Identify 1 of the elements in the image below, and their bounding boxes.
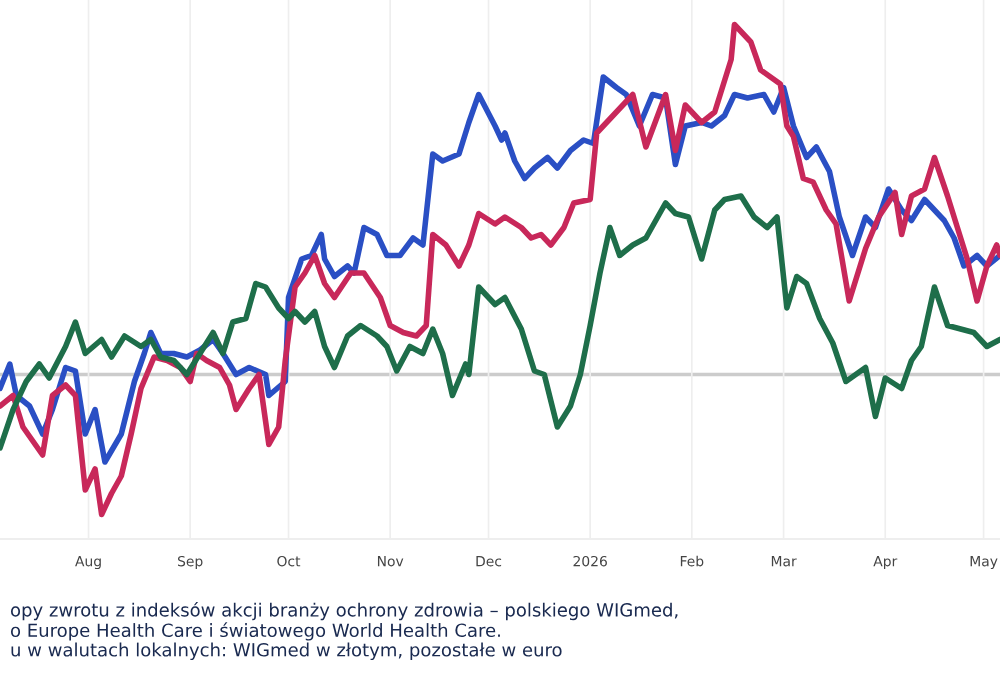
text: opy zwrotu z indeksów akcji branży ochrony zdrowia – polskiego WIGmed, o Europe Health Care i światowego World Health Care. u w walutach lokalnych: WIGmed w złotym, pozostałe w euro: [11, 602, 678, 661]
